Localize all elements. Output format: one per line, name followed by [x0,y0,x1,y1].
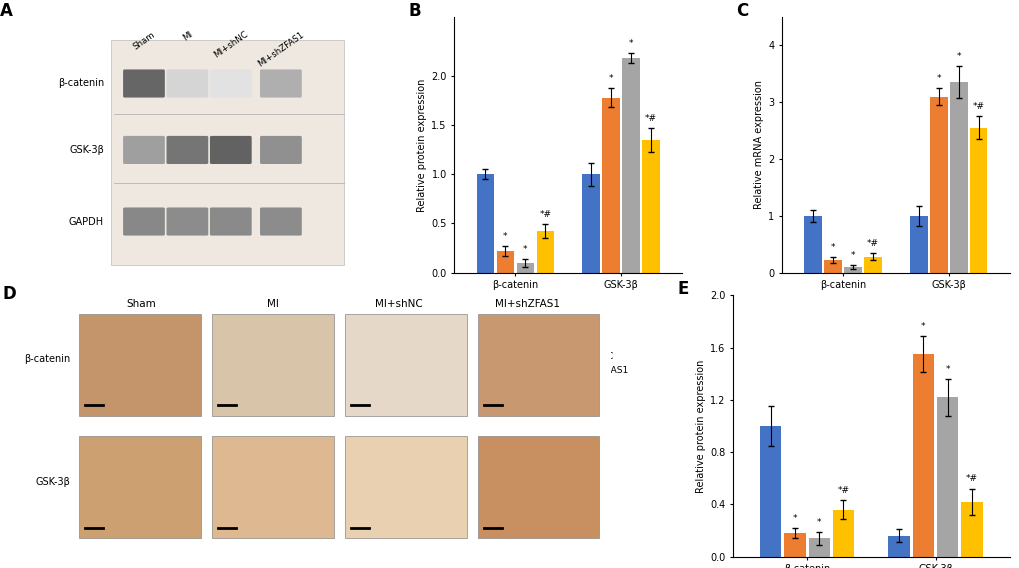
Y-axis label: Relative mRNA expression: Relative mRNA expression [753,80,763,210]
Text: E: E [677,279,688,298]
FancyBboxPatch shape [212,436,333,538]
Text: MI: MI [180,30,194,43]
FancyBboxPatch shape [166,69,208,98]
Bar [912,354,933,557]
Text: *: * [935,74,941,83]
Bar [888,536,909,557]
Bar [601,98,620,273]
Text: MI+shNC: MI+shNC [374,299,422,310]
Bar [969,128,986,273]
Text: *#: *# [837,486,849,495]
FancyBboxPatch shape [110,40,344,265]
Text: C: C [736,2,748,20]
Y-axis label: Relative protein expression: Relative protein expression [417,78,427,211]
FancyBboxPatch shape [478,436,599,538]
Y-axis label: Relative protein expression: Relative protein expression [695,360,705,492]
FancyBboxPatch shape [123,207,165,236]
Text: *: * [945,365,949,374]
Bar [949,82,967,273]
Text: MI+shZFAS1: MI+shZFAS1 [256,30,306,68]
Bar [823,260,841,273]
Text: β-catenin: β-catenin [58,78,104,89]
FancyBboxPatch shape [478,314,599,416]
Bar [642,140,659,273]
FancyBboxPatch shape [260,207,302,236]
Text: *: * [608,74,612,83]
Text: *#: *# [539,210,551,219]
Bar [582,174,599,273]
Bar [804,216,821,273]
Text: *: * [830,243,835,252]
Bar [863,257,881,273]
Bar [622,59,639,273]
FancyBboxPatch shape [79,436,201,538]
Text: β-catenin: β-catenin [24,354,70,365]
Text: *: * [920,321,925,331]
Text: *: * [792,513,797,523]
Bar [929,97,947,273]
Text: B: B [409,2,421,20]
FancyBboxPatch shape [210,136,252,164]
Text: *#: *# [866,239,878,248]
Bar [844,267,861,273]
FancyBboxPatch shape [345,314,466,416]
Text: *: * [502,232,507,241]
FancyBboxPatch shape [123,69,165,98]
Bar [832,509,853,557]
Bar [536,231,553,273]
Text: MI+shZFAS1: MI+shZFAS1 [494,299,559,310]
Text: GSK-3β: GSK-3β [69,145,104,155]
Bar [936,397,958,557]
Text: GAPDH: GAPDH [68,216,104,227]
Text: *: * [816,517,820,527]
Text: *#: *# [644,114,656,123]
FancyBboxPatch shape [166,136,208,164]
Bar [516,263,534,273]
Text: MI: MI [267,299,278,310]
Bar [496,251,514,273]
Text: D: D [3,285,16,303]
FancyBboxPatch shape [210,207,252,236]
Bar [784,533,805,557]
Text: *: * [956,52,960,61]
Text: *: * [850,250,855,260]
Legend: Sham, MI, MI+shNC, MI+shZFAS1: Sham, MI, MI+shNC, MI+shZFAS1 [503,349,632,378]
FancyBboxPatch shape [212,314,333,416]
FancyBboxPatch shape [345,436,466,538]
FancyBboxPatch shape [260,69,302,98]
Text: *: * [523,245,527,254]
Legend: Sham, MI, MI+shNC, MI+shZFAS1: Sham, MI, MI+shNC, MI+shZFAS1 [832,349,959,378]
FancyBboxPatch shape [166,207,208,236]
Text: *: * [628,39,633,48]
Bar [808,538,829,557]
FancyBboxPatch shape [123,136,165,164]
Text: MI+shNC: MI+shNC [212,30,250,60]
Bar [909,216,926,273]
FancyBboxPatch shape [79,314,201,416]
Bar [759,426,781,557]
Text: *#: *# [965,474,977,483]
Bar [476,174,494,273]
Text: Sham: Sham [126,299,156,310]
FancyBboxPatch shape [210,69,252,98]
Bar [960,502,981,557]
Text: GSK-3β: GSK-3β [36,477,70,487]
FancyBboxPatch shape [260,136,302,164]
Text: A: A [0,2,13,20]
Text: Sham: Sham [131,30,157,51]
Text: *#: *# [972,102,983,111]
